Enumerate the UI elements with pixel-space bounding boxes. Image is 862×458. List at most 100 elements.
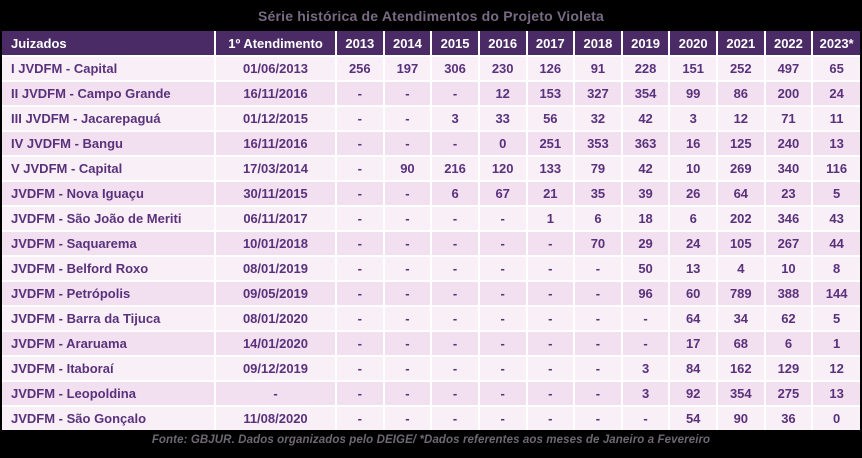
value-cell: 26 bbox=[668, 180, 718, 207]
value-cell: 10 bbox=[763, 255, 814, 282]
value-cell: 120 bbox=[477, 155, 528, 182]
value-cell: 36 bbox=[763, 405, 814, 430]
value-cell: 200 bbox=[763, 80, 814, 107]
value-cell: - bbox=[382, 405, 433, 430]
value-cell: - bbox=[382, 330, 433, 357]
value-cell: - bbox=[477, 205, 528, 232]
juizado-cell: JVDFM - Petrópolis bbox=[2, 280, 216, 307]
value-cell: 29 bbox=[620, 230, 671, 257]
value-cell: 346 bbox=[763, 205, 814, 232]
value-cell: 18 bbox=[620, 205, 671, 232]
header-row: Juizados 1º Atendimento 2013 2014 2015 2016 20… bbox=[2, 31, 860, 57]
value-cell: 24 bbox=[668, 230, 718, 257]
value-cell: 116 bbox=[811, 155, 860, 182]
juizado-cell: JVDFM - São Gonçalo bbox=[2, 405, 216, 430]
value-cell: 12 bbox=[477, 80, 528, 107]
juizado-cell: JVDFM - Saquarema bbox=[2, 230, 216, 257]
value-cell: 3 bbox=[668, 105, 718, 132]
first-atendimento-cell: 08/01/2019 bbox=[214, 255, 337, 282]
value-cell: - bbox=[430, 230, 480, 257]
page-title: Série histórica de Atendimentos do Proje… bbox=[257, 8, 605, 24]
value-cell: 70 bbox=[573, 230, 623, 257]
value-cell: - bbox=[573, 255, 623, 282]
value-cell: 0 bbox=[811, 405, 860, 430]
value-cell: 230 bbox=[477, 55, 528, 82]
value-cell: 354 bbox=[716, 380, 766, 407]
value-cell: - bbox=[382, 105, 433, 132]
juizado-cell: V JVDFM - Capital bbox=[2, 155, 216, 182]
value-cell: - bbox=[430, 130, 480, 157]
juizado-cell: JVDFM - Itaboraí bbox=[2, 355, 216, 382]
first-atendimento-cell: 16/11/2016 bbox=[214, 130, 337, 157]
juizado-cell: JVDFM - Nova Iguaçu bbox=[2, 180, 216, 207]
value-cell: - bbox=[382, 230, 433, 257]
value-cell: 44 bbox=[811, 230, 860, 257]
value-cell: - bbox=[573, 380, 623, 407]
value-cell: - bbox=[335, 130, 385, 157]
value-cell: - bbox=[430, 80, 480, 107]
value-cell: 8 bbox=[811, 255, 860, 282]
column-header-2015: 2015 bbox=[430, 31, 480, 57]
value-cell: - bbox=[477, 330, 528, 357]
value-cell: - bbox=[382, 280, 433, 307]
value-cell: - bbox=[335, 405, 385, 430]
value-cell: 5 bbox=[811, 180, 860, 207]
table-row: JVDFM - Araruama 14/01/2020- - - - - - -17 68 6 1 bbox=[2, 330, 860, 357]
column-header-2019: 2019 bbox=[620, 31, 671, 57]
value-cell: 3 bbox=[620, 355, 671, 382]
value-cell: - bbox=[525, 330, 576, 357]
value-cell: - bbox=[477, 355, 528, 382]
juizado-cell: JVDFM - Araruama bbox=[2, 330, 216, 357]
value-cell: 56 bbox=[525, 105, 576, 132]
column-header-2014: 2014 bbox=[382, 31, 433, 57]
value-cell: 129 bbox=[763, 355, 814, 382]
value-cell: - bbox=[335, 255, 385, 282]
column-header-2022: 2022 bbox=[763, 31, 814, 57]
value-cell: 6 bbox=[573, 205, 623, 232]
value-cell: 24 bbox=[811, 80, 860, 107]
value-cell: - bbox=[430, 305, 480, 332]
value-cell: 202 bbox=[716, 205, 766, 232]
value-cell: - bbox=[430, 405, 480, 430]
first-atendimento-cell: 17/03/2014 bbox=[214, 155, 337, 182]
value-cell: 216 bbox=[430, 155, 480, 182]
table-row: JVDFM - Petrópolis 09/05/2019- - - - - -96 60 78… bbox=[2, 280, 860, 307]
value-cell: 275 bbox=[763, 380, 814, 407]
value-cell: 21 bbox=[525, 180, 576, 207]
value-cell: - bbox=[620, 330, 671, 357]
table-row: JVDFM - Belford Roxo 08/01/2019- - - - - -50 13… bbox=[2, 255, 860, 282]
value-cell: - bbox=[573, 405, 623, 430]
first-atendimento-cell: 16/11/2016 bbox=[214, 80, 337, 107]
value-cell: 269 bbox=[716, 155, 766, 182]
value-cell: 252 bbox=[716, 55, 766, 82]
juizado-cell: JVDFM - São João de Meriti bbox=[2, 205, 216, 232]
juizado-cell: JVDFM - Leopoldina bbox=[2, 380, 216, 407]
value-cell: - bbox=[477, 280, 528, 307]
value-cell: - bbox=[573, 280, 623, 307]
value-cell: 327 bbox=[573, 80, 623, 107]
column-header-juizados: Juizados bbox=[2, 31, 216, 57]
value-cell: 92 bbox=[668, 380, 718, 407]
value-cell: - bbox=[430, 330, 480, 357]
value-cell: 354 bbox=[620, 80, 671, 107]
value-cell: 3 bbox=[620, 380, 671, 407]
value-cell: - bbox=[335, 180, 385, 207]
value-cell: 68 bbox=[716, 330, 766, 357]
value-cell: 197 bbox=[382, 55, 433, 82]
value-cell: - bbox=[620, 305, 671, 332]
value-cell: - bbox=[335, 230, 385, 257]
value-cell: 35 bbox=[573, 180, 623, 207]
juizado-cell: I JVDFM - Capital bbox=[2, 55, 216, 82]
value-cell: 1 bbox=[525, 205, 576, 232]
value-cell: - bbox=[382, 130, 433, 157]
table-row: JVDFM - Saquarema 10/01/2018- - - - -70 29 24 10… bbox=[2, 230, 860, 257]
value-cell: - bbox=[620, 405, 671, 430]
first-atendimento-cell: 08/01/2020 bbox=[214, 305, 337, 332]
value-cell: - bbox=[573, 330, 623, 357]
column-header-2018: 2018 bbox=[573, 31, 623, 57]
value-cell: - bbox=[573, 305, 623, 332]
value-cell: - bbox=[525, 405, 576, 430]
value-cell: - bbox=[430, 205, 480, 232]
table-row: JVDFM - Itaboraí 09/12/2019- - - - - -3 84 162 12… bbox=[2, 355, 860, 382]
juizado-cell: II JVDFM - Campo Grande bbox=[2, 80, 216, 107]
